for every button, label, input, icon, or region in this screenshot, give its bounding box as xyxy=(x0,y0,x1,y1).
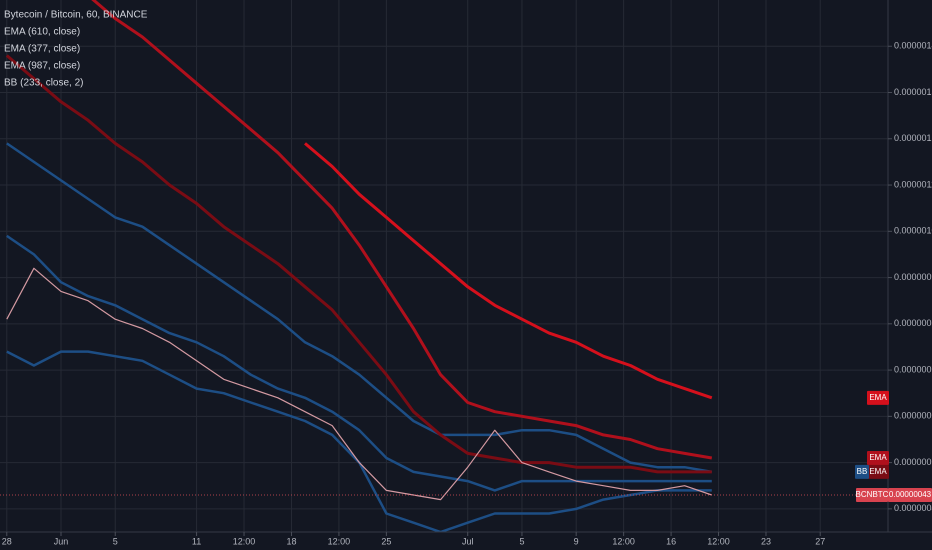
x-tick-label: 5 xyxy=(113,536,118,546)
axis-tag-label: EMA xyxy=(869,453,887,462)
axis-tag-label: BCNBTC xyxy=(856,490,889,499)
x-tick-label: 9 xyxy=(574,536,579,546)
axis-tag xyxy=(867,390,889,405)
y-tick-label: 0.00000040 xyxy=(894,503,932,513)
grid xyxy=(0,0,888,532)
y-tick-label: 0.00000140 xyxy=(894,41,932,51)
legend-entry: EMA (377, close) xyxy=(4,44,80,55)
y-tick-label: 0.00000080 xyxy=(894,318,932,328)
x-tick-label: 12:00 xyxy=(612,536,635,546)
ema-line xyxy=(304,142,713,400)
legend-entry: BB (233, close, 2) xyxy=(4,78,83,89)
ema-line xyxy=(91,0,713,460)
axis-tag xyxy=(855,464,869,479)
axis-tag-label: EMA xyxy=(869,393,887,402)
ema-line xyxy=(5,54,712,474)
y-tick-label: 0.00000100 xyxy=(894,226,932,236)
chart-title: Bytecoin / Bitcoin, 60, BINANCE xyxy=(4,10,148,21)
x-tick-label: 12:00 xyxy=(233,536,256,546)
x-tick-label: 12:00 xyxy=(707,536,730,546)
plot-area xyxy=(0,0,888,532)
band-upper xyxy=(6,142,713,474)
band-basis xyxy=(6,234,712,492)
axis-tag-label: BB xyxy=(857,467,868,476)
x-tick-label: Jul xyxy=(462,536,474,546)
y-tick-label: 0.00000050 xyxy=(894,457,932,467)
x-tick-label: 11 xyxy=(192,536,201,546)
x-tick-label: 27 xyxy=(815,536,825,546)
x-tick-label: 25 xyxy=(381,536,391,546)
axis-tag xyxy=(867,464,889,479)
axis-tag-label: EMA xyxy=(869,467,887,476)
y-tick-label: 0.00000110 xyxy=(894,179,932,189)
axis-tag xyxy=(888,487,932,502)
y-tick-label: 0.00000120 xyxy=(894,133,932,143)
x-tick-label: 18 xyxy=(286,536,296,546)
axes: 0.00000040 0.00000050 0.00000060 0.00000070… xyxy=(2,41,932,547)
y-tick-label: 0.00000090 xyxy=(894,272,932,282)
x-tick-label: 28 xyxy=(2,536,12,546)
axis-tag xyxy=(856,487,888,502)
legend: Bytecoin / Bitcoin, 60, BINANCE EMA (610… xyxy=(4,10,148,89)
y-tick-label: 0.00000060 xyxy=(894,411,932,421)
x-tick-label: 5 xyxy=(519,536,524,546)
axis-tag-label: 0.00000043 xyxy=(889,490,932,499)
y-tick-label: 0.00000070 xyxy=(894,364,932,374)
x-tick-label: 23 xyxy=(761,536,771,546)
x-tick-label: 16 xyxy=(666,536,676,546)
axis-tag xyxy=(867,450,889,465)
x-tick-label: Jun xyxy=(54,536,69,546)
legend-entry: EMA (610, close) xyxy=(4,27,80,38)
y-tick-label: 0.00000130 xyxy=(894,87,932,97)
legend-entry: EMA (987, close) xyxy=(4,61,80,72)
price-line xyxy=(6,267,712,501)
x-tick-label: 12:00 xyxy=(328,536,351,546)
